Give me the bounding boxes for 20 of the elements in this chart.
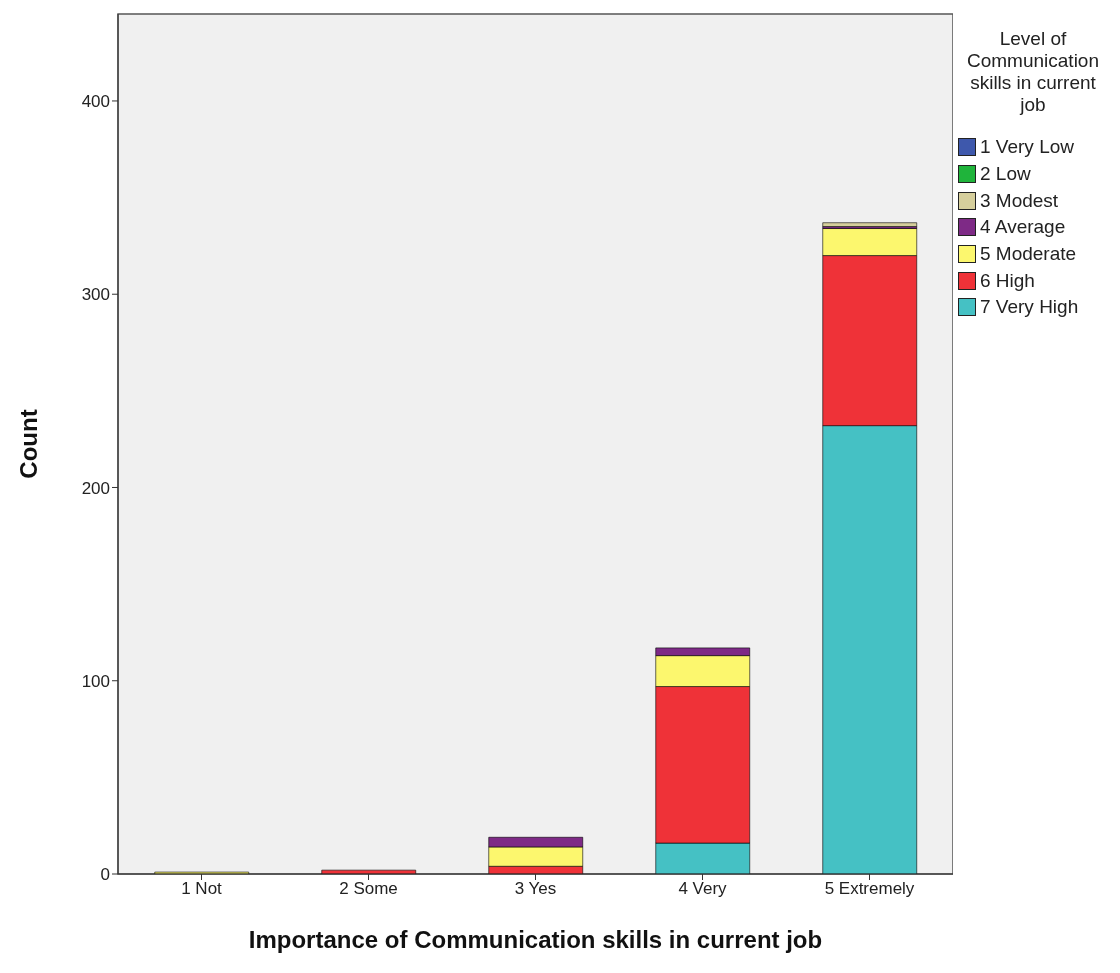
legend-label: 2 Low (980, 163, 1031, 186)
legend-label: 3 Modest (980, 189, 1059, 212)
x-tick-label: 2 Some (339, 879, 398, 899)
x-tick-label: 1 Not (181, 879, 223, 899)
y-tick-label: 100 (81, 671, 110, 691)
y-axis-title: Count (14, 409, 42, 479)
y-tick-label: 300 (81, 285, 110, 305)
y-tick-label: 200 (81, 478, 110, 498)
x-tick-label: 5 Extremely (824, 879, 915, 899)
y-tick-label: 400 (81, 92, 110, 111)
legend-label: 7 Very High (980, 296, 1079, 319)
legend-title: Level of Communication skills in current job (966, 28, 1100, 116)
legend-label: 4 Average (980, 216, 1066, 239)
legend-label: 6 High (980, 269, 1035, 292)
x-axis-title: Importance of Communication skills in current job (248, 926, 823, 953)
x-tick-label: 3 Yes (514, 879, 557, 899)
y-tick-label: 0 (100, 865, 110, 885)
x-tick-label: 4 Very (678, 879, 728, 899)
legend-label: 1 Very Low (980, 136, 1074, 159)
legend-label: 5 Moderate (980, 243, 1077, 266)
